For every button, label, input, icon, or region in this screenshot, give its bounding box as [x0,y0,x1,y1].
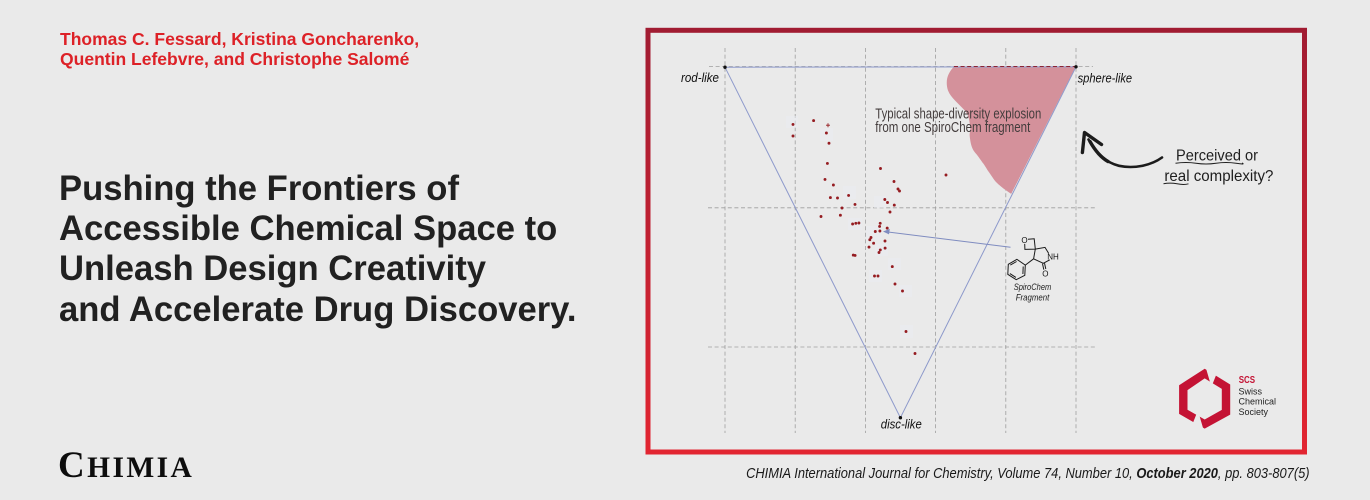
svg-text:Society: Society [1239,407,1269,417]
svg-text:real complexity?: real complexity? [1164,168,1273,185]
svg-text:from one SpiroChem fragment: from one SpiroChem fragment [875,119,1031,136]
svg-text:rod-like: rod-like [681,71,719,85]
svg-text:O: O [1021,236,1027,245]
svg-text:Fragment: Fragment [1016,293,1050,303]
svg-text:disc-like: disc-like [881,418,922,432]
svg-text:O: O [1042,270,1048,279]
svg-text:Perceived or: Perceived or [1176,148,1259,165]
svg-text:Typical shape-diversity explos: Typical shape-diversity explosion [875,105,1041,122]
svg-text:SCS: SCS [1239,375,1255,386]
svg-text:Swiss: Swiss [1239,387,1263,397]
svg-text:Chemical: Chemical [1239,397,1277,407]
svg-text:SpiroChem: SpiroChem [1014,282,1052,292]
svg-text:NH: NH [1047,252,1059,261]
svg-text:sphere-like: sphere-like [1078,72,1133,86]
